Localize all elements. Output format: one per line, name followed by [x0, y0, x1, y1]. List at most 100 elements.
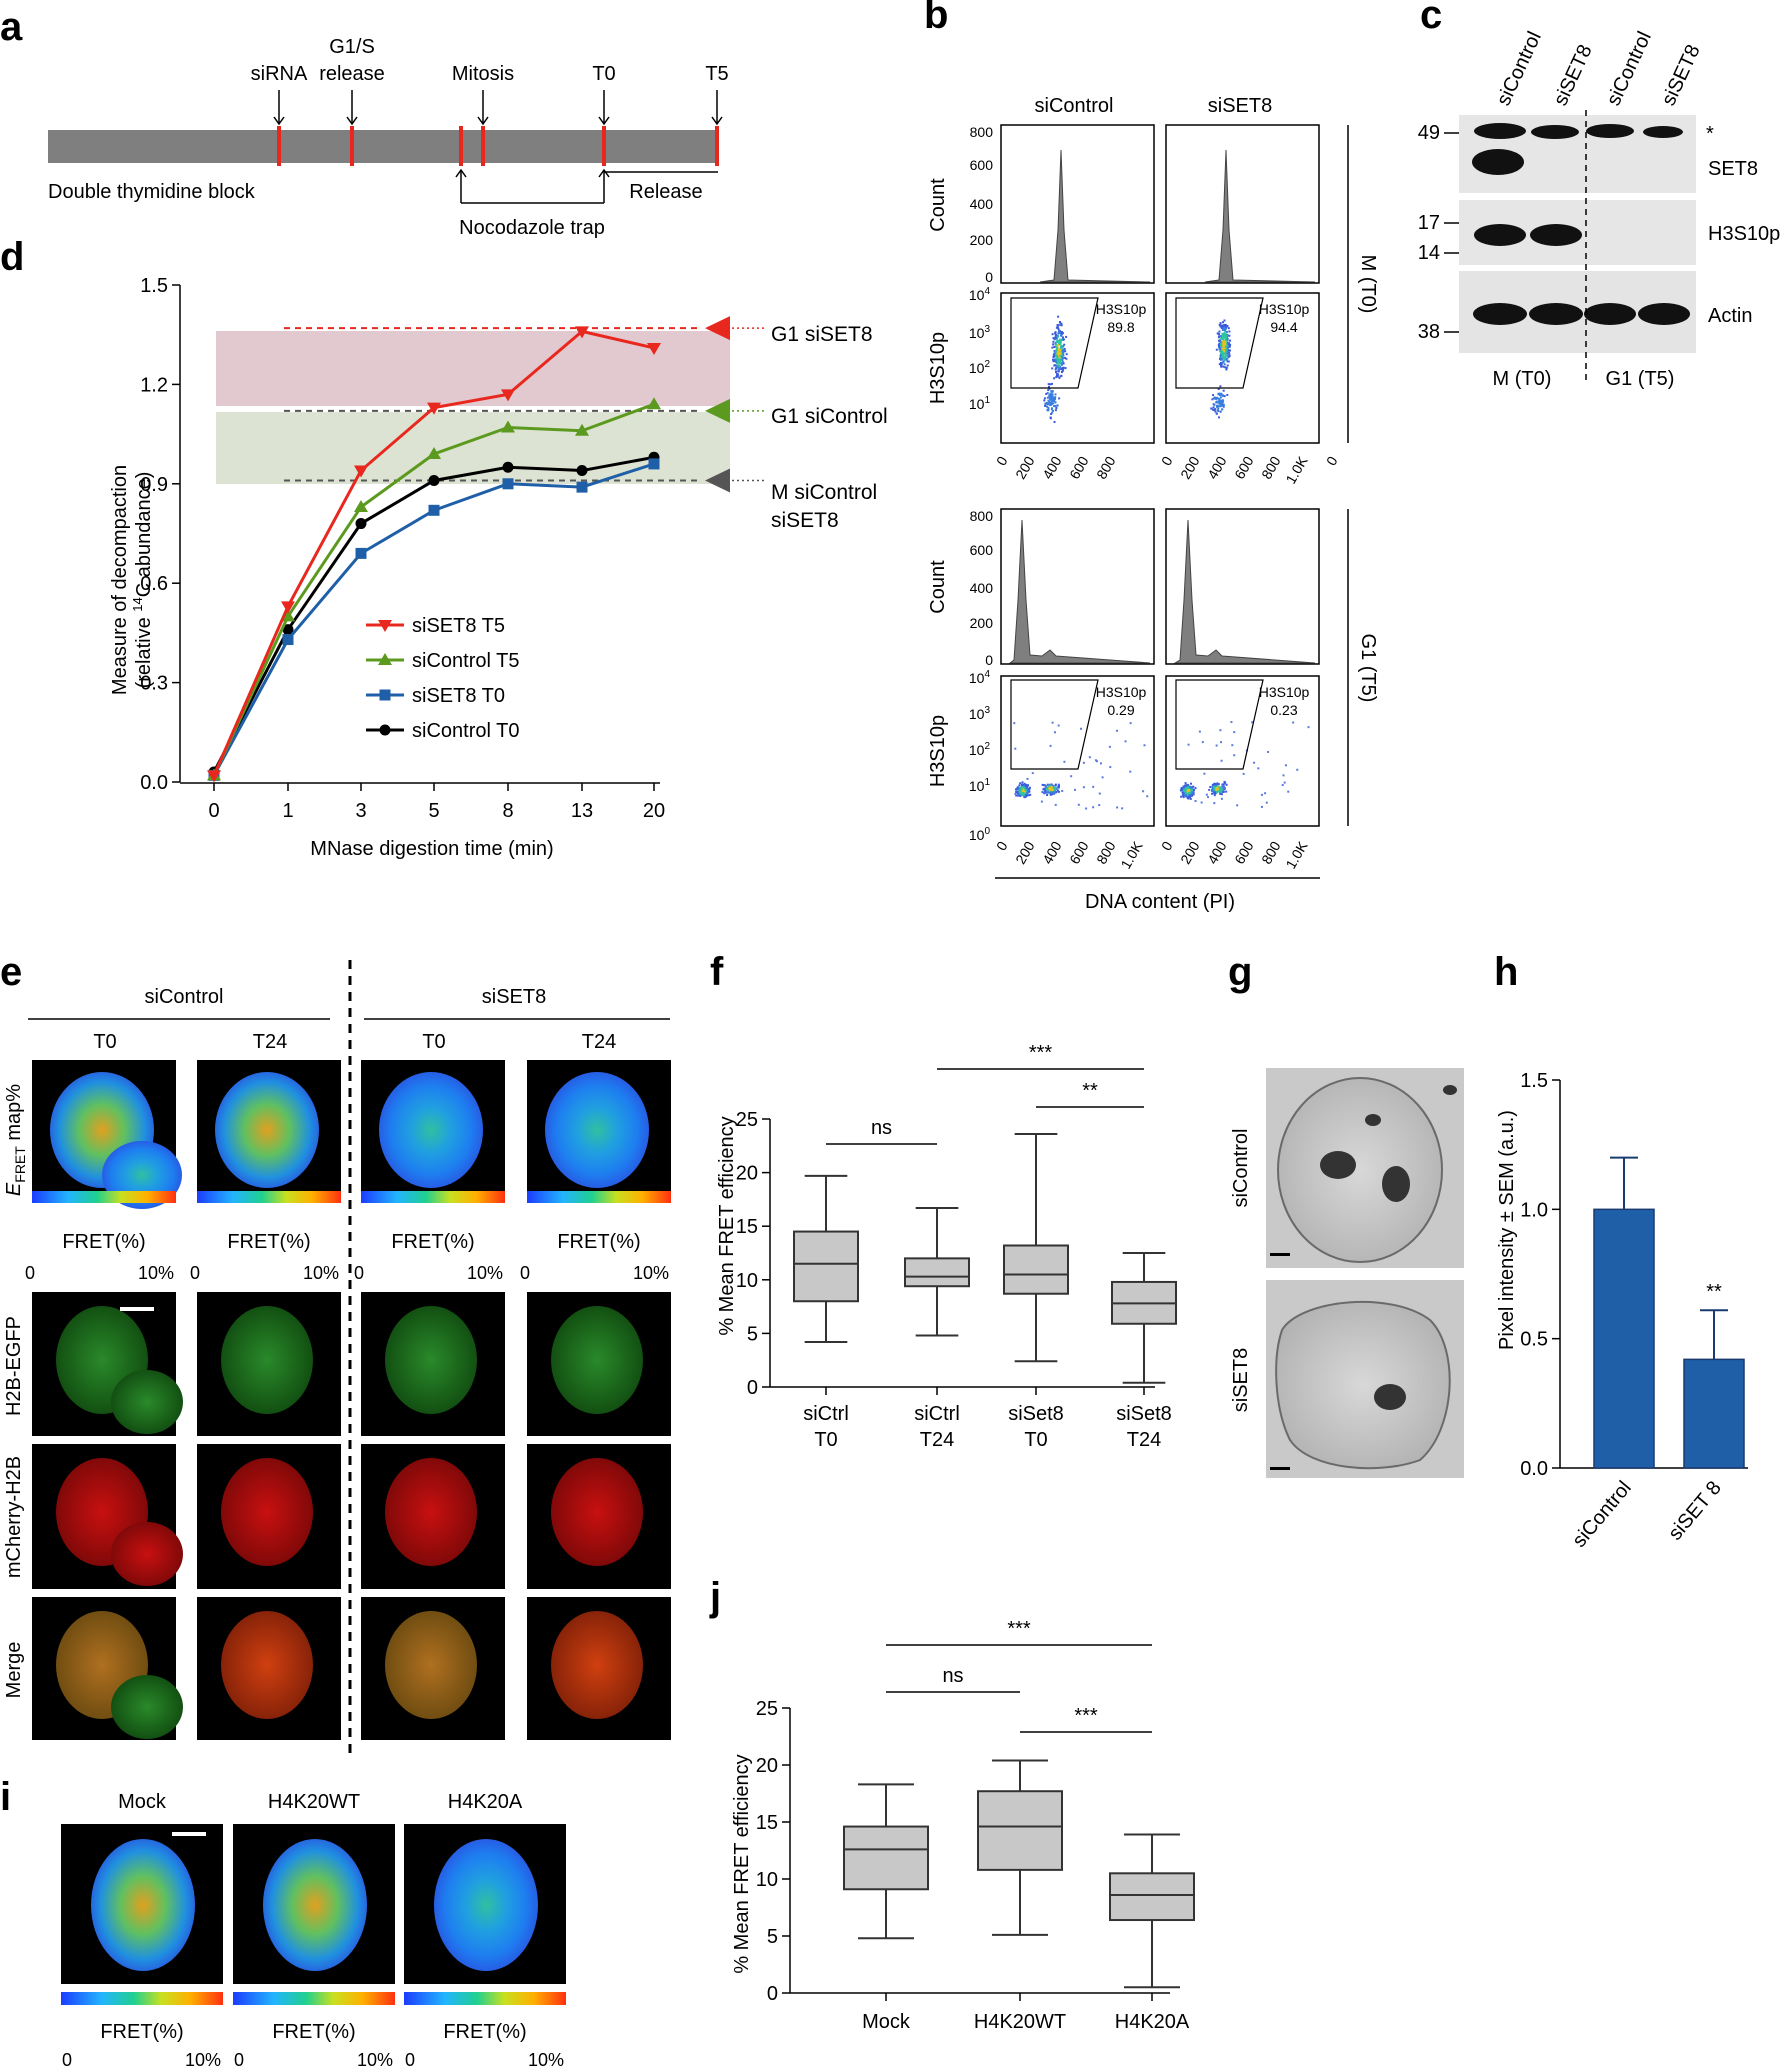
flow-dot [1218, 323, 1221, 326]
flow-dot [1189, 786, 1192, 789]
d-point [648, 458, 660, 470]
pi-tick-label: 600 [1231, 453, 1257, 481]
pi-tick-label: 0 [1158, 453, 1176, 468]
flow-dot [1060, 331, 1063, 333]
flow-dot [1063, 343, 1066, 346]
dot-g1-siset8 [1165, 675, 1320, 827]
flow-dot [1022, 792, 1025, 795]
fret-min: 0 [25, 1263, 35, 1283]
flow-dot [1211, 398, 1214, 401]
flow-dot [1055, 337, 1058, 340]
event-label-sirna: siRNA [251, 63, 308, 85]
flow-dot [1218, 398, 1221, 401]
flow-dot [1219, 385, 1222, 388]
flow-boxes [1000, 124, 1320, 827]
flow-dot [1024, 792, 1027, 795]
flow-dot [1021, 781, 1024, 784]
flow-dot [1222, 344, 1225, 347]
sig-label: *** [1007, 1618, 1031, 1640]
log-ticks: 104 103 102 101 104 103 102 101 100 [969, 286, 991, 843]
flow-dot [1184, 790, 1187, 793]
flow-dot [1061, 358, 1064, 361]
h-bar [1683, 1358, 1745, 1469]
flow-dot [1046, 403, 1049, 405]
flow-dot [1186, 788, 1189, 791]
flow-dot [1056, 352, 1059, 355]
flow-dot [1108, 745, 1111, 748]
flow-dot [1224, 330, 1227, 333]
flow-dot [1051, 398, 1054, 400]
flow-dot [1050, 390, 1053, 393]
flow-dot [1049, 793, 1052, 796]
flow-dot [1221, 342, 1224, 345]
flow-dot [1054, 731, 1057, 734]
d-xlabel: MNase digestion time (min) [310, 838, 553, 860]
flow-dot [1214, 784, 1216, 787]
flow-dot [1055, 361, 1058, 364]
flow-dot [1221, 361, 1224, 364]
flow-dot [1282, 774, 1285, 777]
flow-dot [1058, 342, 1061, 345]
hist-g1-siset8 [1165, 508, 1320, 665]
flow-dot [1060, 322, 1063, 325]
box-ytick-label: 25 [756, 1698, 778, 1720]
flow-dot [1064, 350, 1067, 353]
flow-dot [1058, 790, 1060, 793]
flow-dot [1186, 786, 1189, 789]
flow-dot [1048, 401, 1051, 404]
flow-dot [1220, 352, 1223, 355]
fret-label: FRET(%) [227, 1231, 310, 1253]
channel-nucleus [551, 1306, 643, 1414]
flow-dot [1187, 793, 1190, 795]
flow-dot [1221, 394, 1224, 397]
g-label-siset8: siSET8 [1230, 1348, 1252, 1412]
flow-dot [1062, 350, 1064, 353]
flow-dot [1185, 784, 1188, 787]
flow-dot [1061, 371, 1063, 373]
flow-dot [1253, 761, 1256, 764]
flow-dot [1055, 790, 1058, 793]
efret-nucleus [379, 1072, 483, 1188]
pi-tick-label: 200 [1177, 838, 1203, 866]
flow-dot [1205, 793, 1208, 796]
flow-dot [1022, 786, 1024, 789]
box-xlabel: siCtrl [803, 1403, 849, 1425]
flow-dot [1218, 348, 1221, 351]
flow-dot [1185, 794, 1188, 797]
flow-dot [1184, 788, 1187, 791]
flow-dot [1226, 333, 1229, 336]
flow-dot [1223, 788, 1226, 790]
e-row-h2b: H2B-EGFP [3, 1316, 25, 1416]
svg-text:800: 800 [970, 508, 994, 524]
flow-dot [1054, 803, 1057, 806]
flow-dot [1226, 364, 1229, 367]
flow-dot [1222, 789, 1225, 792]
channel-nucleus [385, 1611, 477, 1719]
flow-dot [1049, 744, 1052, 747]
flow-dot [1201, 741, 1204, 744]
h-annotation: ** [1706, 1281, 1722, 1303]
flow-dot [1047, 407, 1050, 410]
d-level-arrow [705, 398, 730, 423]
flow-dot [1218, 333, 1221, 336]
timeline-arrows [273, 90, 723, 204]
flow-dot [1265, 801, 1268, 804]
flow-dot [1061, 355, 1064, 358]
flow-dot [1220, 759, 1223, 762]
flow-dot [1026, 785, 1029, 788]
svg-text:94.4: 94.4 [1270, 319, 1297, 335]
d-point [502, 478, 514, 490]
box-xlabel: H4K20A [1115, 2011, 1190, 2033]
flow-dot [1129, 722, 1132, 725]
flow-dot [1019, 787, 1022, 790]
flow-dot [1052, 402, 1055, 405]
box-xlabel: siSet8 [1008, 1403, 1064, 1425]
flow-dot [1060, 357, 1063, 360]
flow-dot [1016, 786, 1019, 789]
level-label-m-2: siSET8 [771, 509, 839, 532]
lane-labels: siControl siSET8 siControl siSET8 [1493, 28, 1705, 109]
flow-dot [1051, 393, 1054, 396]
flow-dot [1059, 362, 1061, 364]
flow-dot [1057, 786, 1060, 789]
flow-dot [1217, 388, 1220, 390]
